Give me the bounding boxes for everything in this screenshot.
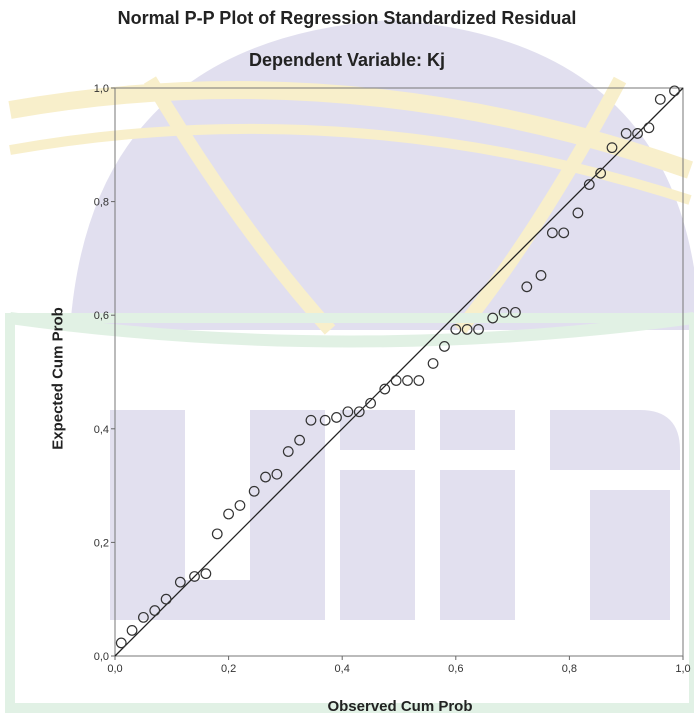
data-point (572, 207, 584, 219)
y-tick-label: 1,0 (94, 83, 109, 95)
x-tick-label: 0,8 (562, 663, 577, 675)
data-point (149, 605, 161, 616)
x-tick-label: 0,2 (221, 663, 236, 675)
data-point (342, 406, 354, 418)
data-point (174, 576, 186, 588)
y-tick-label: 0,8 (94, 197, 109, 209)
data-point (510, 306, 521, 318)
data-point (606, 142, 618, 154)
data-point (521, 281, 533, 293)
data-point (450, 324, 462, 335)
x-tick-label: 0,0 (107, 663, 122, 675)
data-point (189, 571, 200, 582)
chart-title: Normal P-P Plot of Regression Standardiz… (117, 8, 577, 28)
y-tick-label: 0,0 (94, 651, 109, 663)
y-axis-label: Expected Cum Prob (49, 307, 67, 450)
y-tick-label: 0,6 (94, 310, 109, 322)
x-axis-label: Observed Cum Prob (327, 698, 473, 715)
data-point (632, 128, 643, 139)
data-point (353, 406, 365, 418)
data-point (223, 508, 235, 520)
x-tick-label: 0,6 (448, 663, 463, 675)
data-point (498, 306, 510, 318)
data-point (137, 611, 149, 623)
data-point (305, 414, 317, 426)
data-point (200, 568, 212, 580)
data-point (473, 324, 484, 335)
data-point (248, 485, 260, 497)
data-point (331, 412, 342, 423)
y-tick-label: 0,2 (94, 537, 109, 549)
data-point (583, 179, 595, 190)
plot-frame (114, 87, 684, 657)
y-tick-label: 0,4 (94, 424, 109, 436)
data-point (160, 593, 172, 605)
data-point (260, 471, 271, 483)
data-point (669, 85, 680, 97)
reference-line (114, 87, 684, 657)
data-point (294, 434, 306, 446)
data-point (211, 528, 223, 540)
watermark-graphic (5, 20, 694, 713)
data-point (413, 375, 425, 386)
data-point (558, 227, 570, 239)
data-point (126, 625, 138, 636)
data-point (365, 397, 377, 409)
axis-ticks: 0,00,0 0,2 0,2 0,4 0,4 0,6 0,6 0,8 0,8 1,0 1,0 (94, 83, 691, 675)
data-point (643, 122, 655, 134)
data-point (115, 637, 127, 649)
data-point (234, 500, 246, 511)
data-point (319, 414, 331, 426)
data-point (546, 227, 558, 239)
x-tick-label: 1,0 (675, 663, 690, 675)
data-point (535, 270, 547, 281)
data-point (461, 324, 473, 335)
data-point (390, 375, 402, 386)
data-point (379, 383, 391, 395)
data-point (595, 167, 607, 179)
data-point (487, 312, 499, 324)
x-tick-label: 0,4 (335, 663, 350, 675)
data-point (282, 446, 294, 457)
data-point (402, 375, 413, 386)
data-points (115, 85, 680, 649)
data-point (427, 358, 439, 369)
chart-subtitle: Dependent Variable: Kj (248, 50, 446, 70)
data-point (439, 341, 450, 352)
data-point (620, 128, 632, 139)
data-point (654, 93, 666, 105)
data-point (271, 468, 283, 480)
